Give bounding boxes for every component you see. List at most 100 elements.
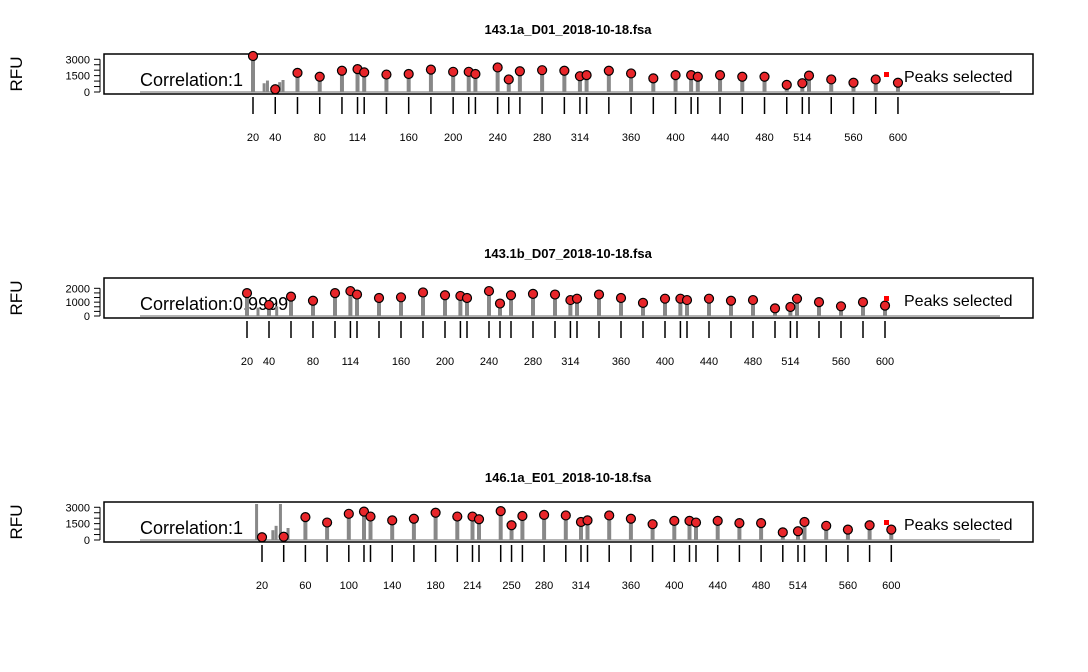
peak-marker [270, 84, 281, 95]
peak-marker [448, 66, 459, 77]
ladder-label: 440 [711, 132, 729, 144]
peak-marker [425, 64, 437, 75]
ladder-label: 314 [561, 356, 579, 368]
peak-marker [826, 74, 837, 85]
ladder-label: 514 [793, 132, 811, 144]
peak-marker [365, 511, 376, 522]
peak-marker [848, 77, 859, 88]
y-tick-label: 2000 [66, 283, 90, 295]
peak-marker [670, 69, 681, 81]
peak-marker [300, 511, 311, 523]
plot-frame [103, 277, 1034, 319]
correlation-label: Correlation:0.9999 [140, 294, 288, 314]
panel-143-1a: 143.1a_D01_2018-10-18.fsa RFU Correlatio… [7, 22, 1034, 144]
ladder-label: 20 [241, 356, 253, 368]
ladder-label: 180 [426, 580, 444, 592]
ladder-label: 360 [622, 132, 640, 144]
peak-marker [604, 510, 615, 521]
ladder-label: 400 [665, 580, 683, 592]
plot-frame [103, 53, 1034, 95]
ladder-label: 600 [876, 356, 894, 368]
legend-label: Peaks selected [904, 517, 1013, 534]
ladder-label: 360 [622, 580, 640, 592]
peak-marker [755, 517, 767, 529]
peak-marker [452, 511, 463, 522]
peak-marker [278, 531, 289, 542]
peak-marker [593, 289, 605, 300]
peak-marker [669, 515, 680, 527]
y-tick-label: 0 [84, 311, 90, 323]
ladder-label: 20 [256, 580, 268, 592]
peak-marker [537, 65, 548, 76]
legend-marker [884, 296, 889, 301]
peak-marker [494, 298, 506, 309]
peak-marker [285, 291, 297, 302]
peak-marker [777, 527, 788, 538]
ladder-label: 600 [882, 580, 900, 592]
ladder-label: 280 [533, 132, 551, 144]
ladder-label: 250 [502, 580, 520, 592]
y-axis-label: RFU [7, 57, 26, 92]
peak-marker [381, 69, 392, 80]
ladder-label: 40 [263, 356, 275, 368]
peak-marker [879, 300, 891, 311]
panel-146-1a: 146.1a_E01_2018-10-18.fsa RFU Correlatio… [7, 470, 1034, 592]
legend-marker [884, 72, 889, 77]
peak-marker [492, 62, 503, 73]
peak-marker [797, 78, 808, 89]
ladder-label: 240 [488, 132, 506, 144]
ladder-label: 280 [535, 580, 553, 592]
ladder-label: 140 [383, 580, 401, 592]
peak-marker [256, 532, 268, 543]
ladder-label: 200 [444, 132, 462, 144]
peak-marker [373, 292, 385, 304]
ladder-label: 514 [781, 356, 799, 368]
peak-marker [821, 520, 832, 531]
peak-marker [734, 517, 745, 529]
panel-title: 143.1b_D07_2018-10-18.fsa [484, 246, 652, 261]
peak-marker [263, 299, 275, 311]
peak-marker [461, 292, 473, 304]
peak-marker [792, 526, 804, 537]
y-axis-label: RFU [7, 281, 26, 316]
peak-marker [408, 513, 419, 524]
correlation-label: Correlation:1 [140, 70, 243, 90]
peak-marker [329, 288, 341, 299]
peak-marker [659, 293, 671, 304]
peak-marker [514, 66, 525, 77]
ladder-label: 280 [524, 356, 542, 368]
peak-marker [549, 289, 561, 300]
ladder-label: 560 [832, 356, 850, 368]
panel-title: 146.1a_E01_2018-10-18.fsa [485, 470, 652, 485]
peak-marker [747, 294, 759, 306]
peak-marker [703, 293, 715, 304]
peak-marker [505, 290, 517, 301]
ladder-label: 214 [463, 580, 481, 592]
peak-marker [647, 519, 658, 530]
peak-marker [387, 515, 398, 526]
peak-marker [870, 74, 881, 85]
peak-marker [517, 510, 528, 522]
ladder-label: 400 [666, 132, 684, 144]
peak-marker [803, 70, 815, 81]
peak-marker [681, 294, 693, 306]
peak-marker [835, 301, 847, 312]
peak-marker [714, 69, 726, 81]
ladder-label: 160 [400, 132, 418, 144]
peak-marker [473, 514, 485, 525]
ladder-label: 400 [656, 356, 674, 368]
ladder-label: 80 [307, 356, 319, 368]
ladder-label: 560 [839, 580, 857, 592]
peak-marker [506, 520, 517, 531]
ladder-label: 160 [392, 356, 410, 368]
peak-marker [322, 517, 333, 528]
ladder-label: 560 [844, 132, 862, 144]
peak-marker [842, 524, 854, 535]
peak-marker [813, 297, 825, 308]
peak-marker [538, 509, 550, 521]
peak-marker [791, 293, 803, 304]
ladder-label: 114 [342, 356, 360, 368]
peak-marker [581, 69, 592, 81]
